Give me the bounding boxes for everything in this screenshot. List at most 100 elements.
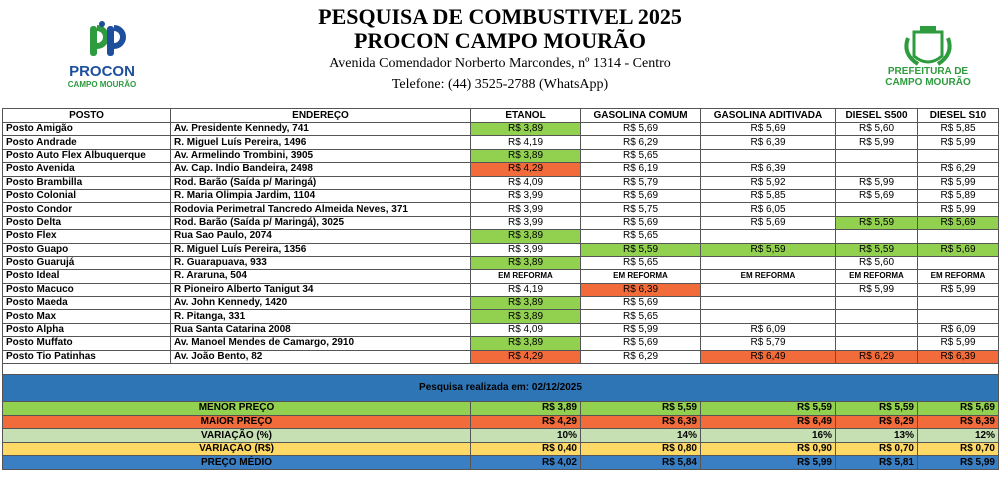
logo-shape [99,21,105,27]
price-cell: R$ 5,69 [700,121,836,137]
summary-value: R$ 5,99 [917,455,999,470]
price-cell [700,309,836,324]
station-name: Posto Avenida [2,162,171,177]
station-address: R. Miguel Luís Pereira, 1356 [170,242,471,257]
price-cell: R$ 5,69 [580,296,701,311]
price-cell [835,336,918,351]
price-cell: R$ 6,19 [580,162,701,177]
price-cell: R$ 5,65 [580,229,701,244]
station-address: R. Pitanga, 331 [170,309,471,324]
price-cell: R$ 3,99 [470,215,581,231]
station-row: Posto Auto Flex Albuquerque Av. Armelindo… [2,148,999,164]
station-name: Posto Flex [2,229,171,244]
price-cell: R$ 5,79 [580,175,701,190]
price-cell: R$ 5,69 [580,188,701,204]
summary-value: R$ 0,70 [835,441,918,457]
station-name: Posto Amigão [2,121,171,137]
price-cell: R$ 6,09 [917,322,999,338]
price-table: POSTO ENDEREÇO ETANOL GASOLINA COMUM GASOLIN… [2,108,999,470]
station-row: Posto Macuco R Pioneiro Alberto Tanigut 3… [2,282,999,298]
station-row: Posto Delta Rod. Barão (Saída p/ Maringá)… [2,215,999,231]
station-name: Posto Auto Flex Albuquerque [2,148,171,164]
station-address: Av. John Kennedy, 1420 [170,296,471,311]
station-row: Posto Flex Rua Sao Paulo, 2074 R$ 3,89 R$ 5… [2,229,999,244]
station-row: Posto Ideal R. Araruna, 504 EM REFORMA EM R… [2,269,999,284]
price-cell: R$ 6,29 [917,162,999,177]
summary-value: R$ 5,69 [917,401,999,416]
price-cell: R$ 5,99 [917,202,999,217]
price-cell: R$ 4,19 [470,135,581,150]
spacer-row [2,363,999,375]
price-cell: EM REFORMA [917,269,999,284]
column-header: POSTO [2,108,171,123]
price-cell: R$ 6,39 [700,135,836,150]
price-cell: R$ 5,69 [580,121,701,137]
price-cell: R$ 3,89 [470,121,581,137]
logo-text: PROCON [69,63,135,80]
price-cell: R$ 5,59 [700,242,836,257]
summary-value: R$ 4,02 [470,455,581,470]
price-cell: R$ 5,59 [835,242,918,257]
price-cell: R$ 5,99 [917,282,999,298]
station-row: Posto Colonial R. Maria Olimpia Jardim, 1… [2,188,999,204]
station-name: Posto Muffato [2,336,171,351]
price-cell [835,309,918,324]
station-name: Posto Ideal [2,269,171,284]
station-row: Posto Brambilla Rod. Barão (Saída p/ Mari… [2,175,999,190]
summary-label: MAIOR PREÇO [2,414,471,430]
logo-shape [90,26,97,56]
summary-value: R$ 4,29 [470,414,581,430]
station-address: Rua Santa Catarina 2008 [170,322,471,338]
summary-row: VARIAÇÃO (R$) R$ 0,40 R$ 0,80 R$ 0,90 R$ 0,7… [2,441,999,457]
price-cell [700,255,836,271]
column-header: DIESEL S500 [835,108,918,123]
summary-value: R$ 6,39 [917,414,999,430]
price-cell: EM REFORMA [580,269,701,284]
price-cell: R$ 5,69 [917,242,999,257]
station-name: Posto Colonial [2,188,171,204]
summary-value: 13% [835,428,918,443]
station-row: Posto Condor Rodovia Perimetral Tancredo … [2,202,999,217]
summary-value: R$ 5,59 [700,401,836,416]
station-name: Posto Guapo [2,242,171,257]
summary-value: R$ 0,80 [580,441,701,457]
summary-value: R$ 6,49 [700,414,836,430]
price-cell: R$ 3,99 [470,202,581,217]
price-cell: R$ 6,09 [700,322,836,338]
station-address: Rod. Barão (Saída p/ Maringá) [170,175,471,190]
price-cell: R$ 4,19 [470,282,581,298]
price-cell: R$ 3,89 [470,309,581,324]
subtitle: PROCON CAMPO MOURÃO [353,28,647,53]
table-body: POSTO ENDEREÇO ETANOL GASOLINA COMUM GASOLIN… [2,108,999,470]
price-cell [835,229,918,244]
summary-value: R$ 6,39 [580,414,701,430]
survey-date: Pesquisa realizada em: 02/12/2025 [2,374,999,403]
crest [920,26,936,32]
price-cell: R$ 6,49 [700,349,836,365]
logo-shape [113,25,126,49]
price-cell [700,296,836,311]
station-row: Posto Maeda Av. John Kennedy, 1420 R$ 3,89… [2,296,999,311]
summary-value: R$ 5,59 [835,401,918,416]
summary-label: MENOR PREÇO [2,401,471,416]
station-name: Posto Guarujá [2,255,171,271]
price-cell [917,229,999,244]
station-address: Av. Cap. Índio Bandeira, 2498 [170,162,471,177]
station-address: Av. João Bento, 82 [170,349,471,365]
station-row: Posto Muffato Av. Manoel Mendes de Camarg… [2,336,999,351]
station-address: Av. Presidente Kennedy, 741 [170,121,471,137]
price-cell: R$ 5,99 [835,135,918,150]
price-cell: EM REFORMA [700,269,836,284]
station-name: Posto Brambilla [2,175,171,190]
summary-row: MAIOR PREÇO R$ 4,29 R$ 6,39 R$ 6,49 R$ 6,29 R… [2,414,999,430]
price-cell: R$ 5,99 [917,135,999,150]
summary-label: VARIAÇÃO (%) [2,428,471,443]
title: PESQUISA DE COMBUSTIVEL 2025 [318,4,682,29]
phone: Telefone: (44) 3525-2788 (WhatsApp) [391,77,609,92]
price-cell: R$ 5,99 [580,322,701,338]
price-cell: R$ 5,99 [835,282,918,298]
price-cell: R$ 5,60 [835,121,918,137]
station-name: Posto Delta [2,215,171,231]
price-cell: R$ 5,65 [580,148,701,164]
station-name: Posto Max [2,309,171,324]
